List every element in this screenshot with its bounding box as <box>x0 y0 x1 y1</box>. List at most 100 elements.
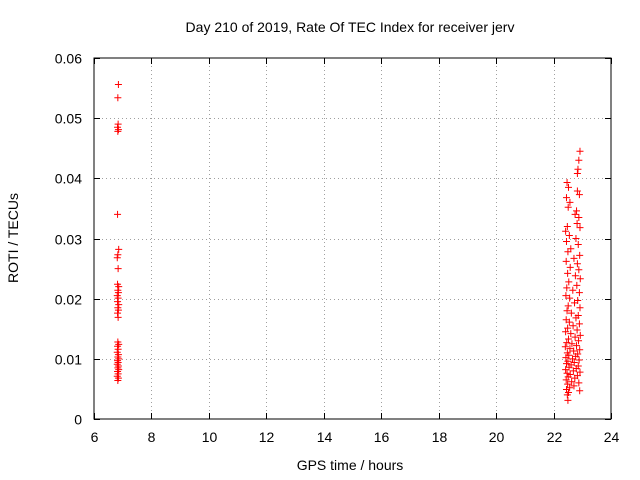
data-point <box>566 198 574 206</box>
data-point <box>562 328 570 336</box>
data-point <box>575 337 583 345</box>
data-point <box>576 387 584 395</box>
data-point <box>114 298 122 306</box>
data-point <box>563 369 571 377</box>
data-point <box>576 331 584 339</box>
data-point <box>575 213 583 221</box>
data-point <box>569 286 577 294</box>
data-point <box>566 263 574 271</box>
data-point <box>564 335 572 343</box>
data-point <box>115 283 123 291</box>
data-point <box>571 333 579 341</box>
x-tick-label: 16 <box>374 429 390 445</box>
axes-layer: 6 8 10 12 14 16 18 20 22 24 0 0.01 0.02 0.03 0.04 0.05 0… <box>55 51 620 446</box>
data-point <box>573 170 581 178</box>
data-point <box>569 355 577 363</box>
data-point <box>576 147 584 155</box>
data-point <box>567 309 575 317</box>
data-point <box>562 354 570 362</box>
data-point <box>562 360 570 368</box>
y-tick-label: 0.02 <box>55 292 82 308</box>
data-point <box>115 355 123 363</box>
data-point <box>564 324 572 332</box>
x-tick-label: 14 <box>317 429 333 445</box>
data-point <box>114 294 122 302</box>
chart-title: Day 210 of 2019, Rate Of TEC Index for r… <box>186 19 515 35</box>
data-point <box>114 210 122 218</box>
data-point <box>562 366 570 374</box>
data-point <box>573 219 581 227</box>
data-point <box>563 307 571 315</box>
x-tick-label: 12 <box>259 429 275 445</box>
data-point <box>115 245 123 253</box>
data-point <box>576 275 584 283</box>
data-point <box>571 374 579 382</box>
data-point <box>571 210 579 218</box>
data-point <box>569 367 577 375</box>
data-point <box>570 382 578 390</box>
data-point <box>576 304 584 312</box>
y-tick-label: 0.04 <box>55 171 82 187</box>
data-point <box>115 366 123 374</box>
data-point <box>113 372 121 380</box>
data-point <box>572 314 580 322</box>
x-tick-label: 22 <box>547 429 563 445</box>
data-point <box>563 284 571 292</box>
data-point <box>573 342 581 350</box>
x-axis-label: GPS time / hours <box>297 457 404 473</box>
x-tick-label: 20 <box>489 429 505 445</box>
grid-layer <box>94 58 611 419</box>
data-point <box>564 183 572 191</box>
plot-frame <box>93 57 612 420</box>
data-point <box>576 251 584 259</box>
data-point <box>114 313 122 321</box>
data-point <box>574 165 582 173</box>
data-point <box>575 266 583 274</box>
data-point <box>565 278 573 286</box>
y-tick-label: 0.06 <box>55 51 82 67</box>
data-point <box>115 340 123 348</box>
data-point <box>562 376 570 384</box>
x-tick-label: 6 <box>91 429 99 445</box>
data-point <box>576 346 584 354</box>
data-point <box>568 378 576 386</box>
data-point <box>568 340 576 348</box>
data-point <box>565 231 573 239</box>
data-point <box>575 191 583 199</box>
data-point <box>566 294 574 302</box>
data-point <box>564 380 572 388</box>
data-point <box>573 187 581 195</box>
data-point <box>574 241 582 249</box>
data-point <box>114 127 122 135</box>
data-point <box>563 179 571 187</box>
data-point <box>576 368 584 376</box>
y-tick-label: 0 <box>74 412 82 428</box>
data-point <box>562 238 570 246</box>
data-point <box>575 356 583 364</box>
x-tick-label: 18 <box>432 429 448 445</box>
data-point <box>114 309 122 317</box>
y-tick-label: 0.05 <box>55 111 82 127</box>
data-point <box>563 222 571 230</box>
data-point <box>566 345 574 353</box>
data-point <box>114 306 122 314</box>
data-points <box>113 80 584 404</box>
data-point <box>570 254 578 262</box>
data-point <box>114 94 122 102</box>
y-tick-label: 0.03 <box>55 232 82 248</box>
data-point <box>564 248 572 256</box>
y-axis-label: ROTI / TECUs <box>5 193 21 283</box>
data-point <box>114 376 122 384</box>
data-point <box>566 384 574 392</box>
data-point <box>575 156 583 164</box>
data-point <box>571 299 579 307</box>
data-point <box>573 326 581 334</box>
data-point <box>561 343 569 351</box>
data-point <box>576 224 584 232</box>
data-point <box>564 269 572 277</box>
data-point <box>567 245 575 253</box>
data-point <box>564 203 572 211</box>
data-point <box>570 347 578 355</box>
data-point <box>562 257 570 265</box>
